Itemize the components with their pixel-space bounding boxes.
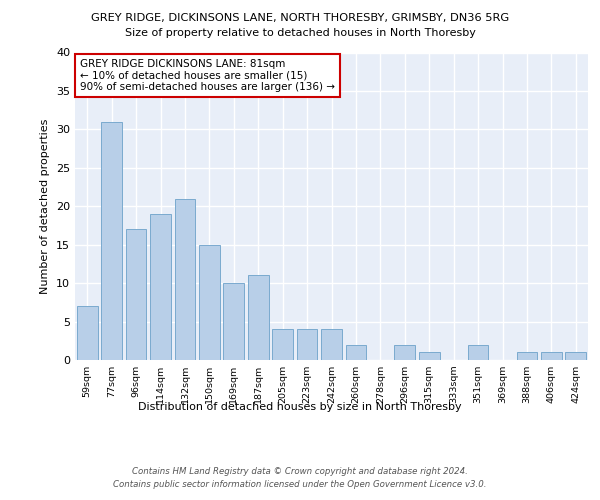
Bar [541, 352, 562, 360]
Bar [272, 329, 293, 360]
Bar [223, 283, 244, 360]
Bar [517, 352, 538, 360]
Bar [77, 306, 98, 360]
Bar [199, 244, 220, 360]
Text: Size of property relative to detached houses in North Thoresby: Size of property relative to detached ho… [125, 28, 475, 38]
Bar [125, 230, 146, 360]
Y-axis label: Number of detached properties: Number of detached properties [40, 118, 50, 294]
Bar [296, 329, 317, 360]
Bar [565, 352, 586, 360]
Text: Contains public sector information licensed under the Open Government Licence v3: Contains public sector information licen… [113, 480, 487, 489]
Text: GREY RIDGE DICKINSONS LANE: 81sqm
← 10% of detached houses are smaller (15)
90% : GREY RIDGE DICKINSONS LANE: 81sqm ← 10% … [80, 58, 335, 92]
Bar [419, 352, 440, 360]
Bar [150, 214, 171, 360]
Bar [321, 329, 342, 360]
Bar [175, 198, 196, 360]
Text: GREY RIDGE, DICKINSONS LANE, NORTH THORESBY, GRIMSBY, DN36 5RG: GREY RIDGE, DICKINSONS LANE, NORTH THORE… [91, 12, 509, 22]
Bar [101, 122, 122, 360]
Text: Contains HM Land Registry data © Crown copyright and database right 2024.: Contains HM Land Registry data © Crown c… [132, 468, 468, 476]
Bar [394, 344, 415, 360]
Bar [467, 344, 488, 360]
Text: Distribution of detached houses by size in North Thoresby: Distribution of detached houses by size … [138, 402, 462, 412]
Bar [248, 276, 269, 360]
Bar [346, 344, 367, 360]
